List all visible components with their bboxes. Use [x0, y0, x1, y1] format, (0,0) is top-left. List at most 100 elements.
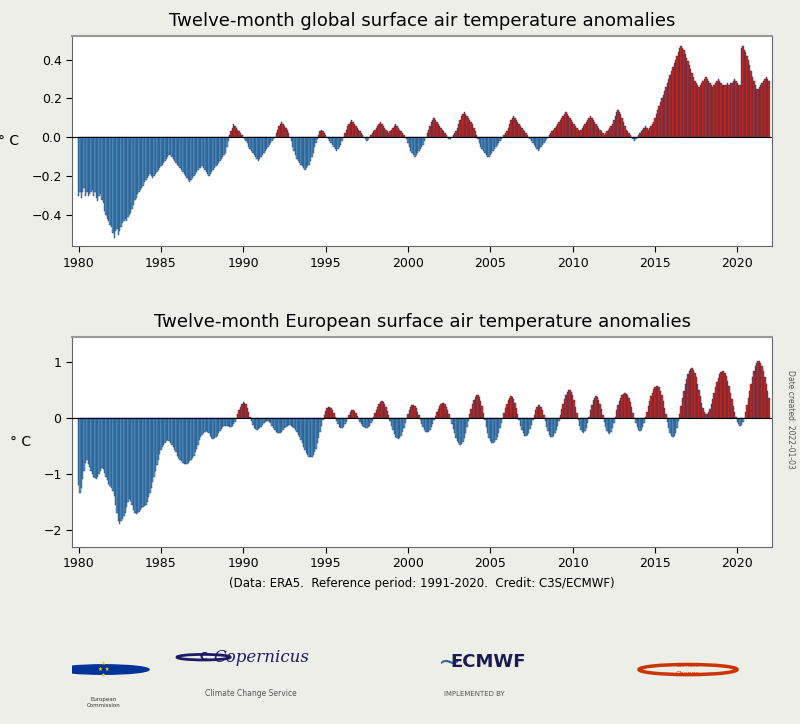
Bar — [493, 138, 494, 151]
Bar — [174, 418, 175, 450]
Bar — [719, 374, 720, 418]
Bar — [697, 384, 698, 418]
Bar — [214, 138, 215, 169]
Bar — [664, 408, 666, 418]
Bar — [263, 418, 265, 424]
Bar — [163, 418, 164, 445]
Bar — [554, 418, 555, 434]
Bar — [98, 418, 100, 473]
Bar — [582, 127, 583, 138]
Bar — [608, 130, 609, 138]
Bar — [282, 124, 284, 138]
Bar — [541, 138, 542, 147]
Bar — [756, 89, 758, 138]
Bar — [432, 418, 434, 424]
Bar — [742, 418, 743, 422]
Bar — [712, 87, 714, 138]
Bar — [633, 413, 634, 418]
Bar — [261, 418, 262, 426]
Bar — [465, 418, 466, 433]
Bar — [145, 418, 146, 505]
Bar — [595, 124, 597, 138]
Bar — [340, 418, 342, 428]
Bar — [126, 418, 127, 508]
Bar — [398, 127, 399, 138]
Bar — [255, 418, 256, 429]
Bar — [325, 411, 326, 418]
Bar — [142, 138, 144, 186]
Bar — [490, 418, 491, 441]
Bar — [225, 138, 226, 153]
Bar — [82, 418, 83, 479]
Bar — [428, 130, 430, 138]
Bar — [386, 411, 388, 418]
Bar — [610, 418, 612, 432]
Bar — [676, 418, 678, 428]
Bar — [631, 407, 633, 418]
Bar — [605, 418, 606, 427]
Bar — [618, 401, 620, 418]
Bar — [733, 81, 734, 138]
Bar — [229, 418, 230, 426]
Bar — [302, 138, 303, 167]
Bar — [638, 418, 639, 430]
Bar — [693, 370, 694, 418]
Bar — [171, 138, 173, 157]
Bar — [528, 418, 530, 433]
Bar — [741, 48, 742, 138]
Bar — [558, 418, 560, 421]
Bar — [542, 138, 543, 145]
Bar — [401, 418, 402, 436]
Bar — [473, 400, 474, 418]
Bar — [656, 386, 657, 418]
Bar — [480, 138, 482, 147]
Bar — [549, 135, 550, 138]
Bar — [382, 126, 384, 138]
Bar — [138, 418, 140, 512]
Bar — [208, 138, 210, 176]
Bar — [472, 404, 473, 418]
Bar — [127, 138, 129, 217]
Bar — [189, 418, 190, 461]
Bar — [608, 418, 609, 434]
Bar — [166, 138, 167, 159]
Bar — [234, 418, 236, 422]
Bar — [731, 83, 733, 138]
Bar — [313, 138, 314, 153]
Bar — [443, 132, 444, 138]
Bar — [643, 418, 645, 423]
Bar — [694, 373, 695, 418]
Bar — [580, 418, 582, 430]
Bar — [198, 418, 200, 440]
Bar — [532, 418, 534, 420]
Bar — [590, 411, 591, 418]
Bar — [718, 79, 719, 138]
Bar — [390, 132, 391, 138]
Bar — [96, 138, 97, 198]
Bar — [752, 376, 753, 418]
Bar — [159, 138, 160, 169]
Bar — [439, 126, 440, 138]
Bar — [466, 418, 468, 426]
Bar — [363, 418, 365, 427]
Bar — [210, 138, 211, 174]
Bar — [518, 418, 520, 420]
Bar — [252, 418, 254, 425]
Bar — [618, 112, 620, 138]
Bar — [263, 138, 265, 153]
Bar — [700, 397, 701, 418]
Bar — [97, 418, 98, 476]
Bar — [217, 418, 218, 436]
Bar — [546, 418, 547, 426]
Bar — [108, 138, 110, 221]
Bar — [119, 418, 121, 524]
Bar — [304, 138, 306, 170]
Bar — [627, 395, 628, 418]
Y-axis label: ° C: ° C — [0, 134, 19, 148]
Bar — [192, 138, 193, 178]
Bar — [420, 138, 421, 149]
Bar — [112, 138, 114, 232]
Bar — [111, 138, 112, 227]
Bar — [204, 418, 206, 432]
Bar — [628, 133, 630, 138]
